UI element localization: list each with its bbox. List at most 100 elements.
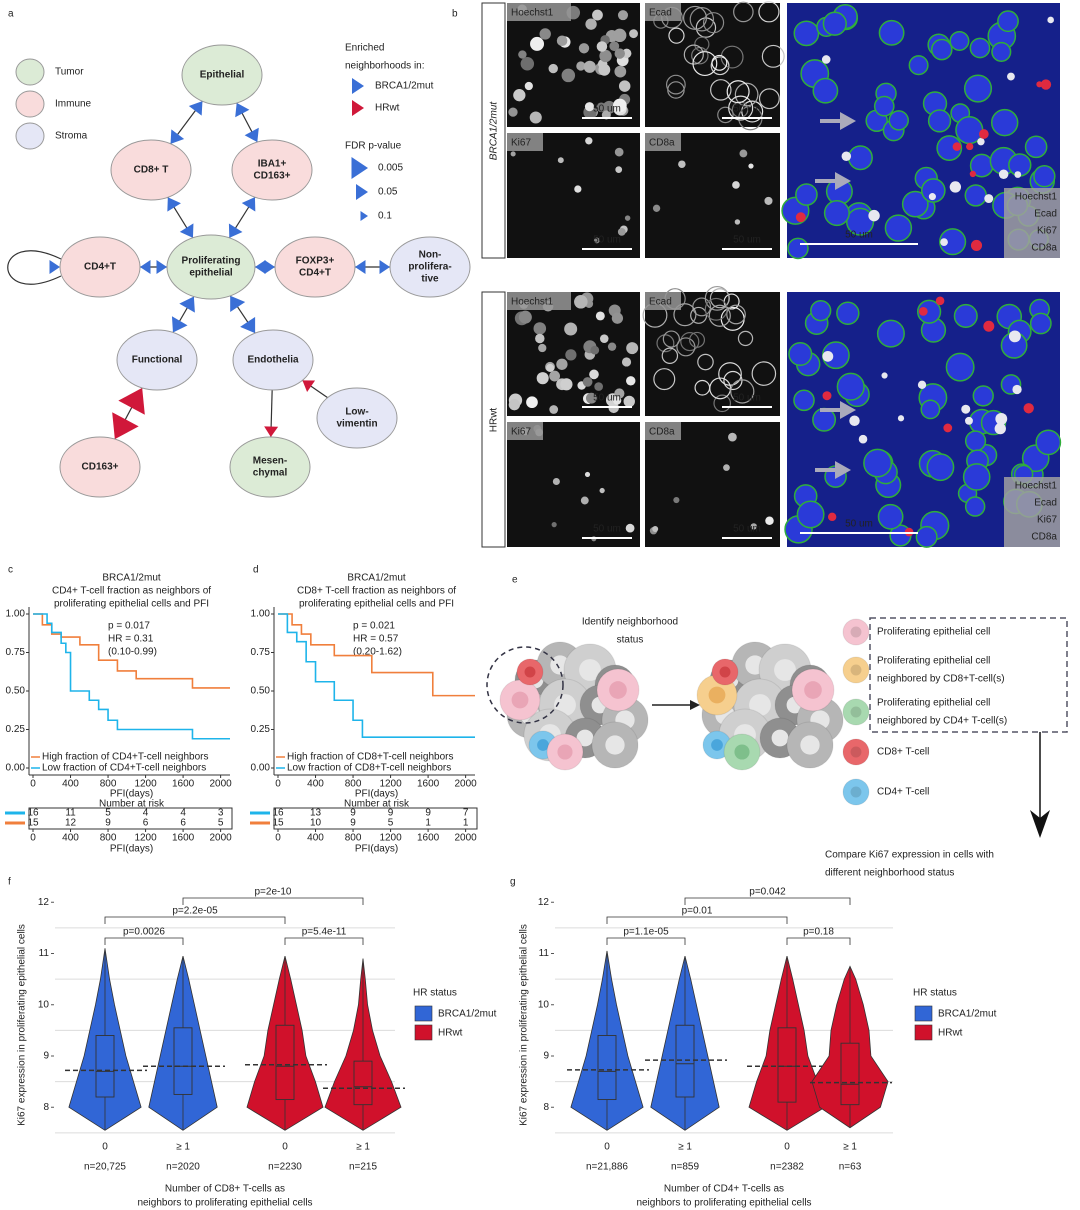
x-tick-label: 0 — [275, 779, 281, 790]
channel-label: CD8a — [1031, 532, 1057, 543]
texture — [969, 170, 976, 178]
texture — [662, 330, 680, 348]
x-tick-label: 400 — [307, 779, 324, 790]
x-axis-label: PFI(days) — [355, 844, 398, 855]
nucleus — [734, 744, 750, 760]
texture — [1035, 429, 1062, 456]
chart-title: CD8+ T-cell fraction as neighbors of — [297, 586, 456, 597]
arrow-head — [171, 316, 188, 333]
label-box — [645, 292, 681, 310]
texture — [720, 45, 744, 69]
texture — [614, 147, 624, 157]
texture — [536, 372, 549, 385]
risk-table — [28, 807, 233, 830]
node-label: FOXP3+ — [296, 256, 335, 267]
survival-curve — [278, 613, 475, 697]
y-tick-label: 8 — [543, 1102, 549, 1113]
texture — [557, 157, 564, 164]
survival-curve — [278, 613, 475, 738]
panel-letter: f — [8, 877, 11, 888]
texture — [609, 41, 620, 52]
legend-title: Enriched — [345, 43, 384, 54]
texture — [682, 5, 708, 30]
node-label: Proliferating — [182, 256, 241, 267]
panel-title: status — [617, 635, 644, 646]
texture — [730, 379, 755, 404]
texture — [584, 471, 591, 478]
y-tick-label: 0.50 — [251, 686, 271, 697]
y-axis-label: Ki67 expression in proliferating epithel… — [519, 924, 530, 1126]
texture — [733, 1, 754, 23]
legend-label: HRwt — [938, 1028, 963, 1039]
p-value: p=2.2e-05 — [172, 906, 218, 917]
arrow-head — [49, 260, 60, 274]
arrow — [690, 700, 700, 710]
texture — [614, 388, 625, 399]
texture — [1007, 72, 1015, 81]
legend-label: High fraction of CD8+T-cell neighbors — [287, 752, 453, 763]
nucleus — [850, 706, 862, 718]
label-box — [645, 133, 681, 151]
channel-label: Ecad — [1034, 498, 1057, 509]
x-tick-label: ≥ 1 — [356, 1142, 370, 1153]
box — [275, 1024, 295, 1101]
x-tick-label: 400 — [62, 833, 79, 844]
texture — [788, 341, 813, 367]
texture — [549, 405, 559, 414]
annotation: p = 0.017 — [108, 621, 150, 632]
texture — [680, 332, 700, 352]
texture — [765, 516, 774, 525]
legend-label: 0.05 — [378, 187, 398, 198]
y-tick-label: 0.75 — [6, 647, 26, 658]
y-tick-label: 0.25 — [6, 724, 26, 735]
texture — [734, 219, 741, 225]
n-label: n=63 — [839, 1162, 862, 1173]
node — [181, 44, 263, 106]
channel-label: Ecad — [649, 297, 672, 308]
texture — [513, 89, 526, 102]
texture — [524, 81, 533, 91]
texture — [928, 193, 936, 201]
arrow-head — [188, 101, 203, 116]
risk-number: 9 — [350, 808, 356, 819]
risk-number: 11 — [65, 808, 76, 819]
risk-number: 9 — [105, 818, 111, 829]
y-tick-label: 0.75 — [251, 647, 271, 658]
chart-title: CD4+ T-cell fraction as neighbors of — [52, 586, 211, 597]
nucleus — [576, 729, 594, 747]
texture — [927, 109, 952, 133]
texture — [949, 181, 962, 193]
node — [274, 236, 356, 298]
texture — [704, 297, 728, 321]
texture — [590, 345, 600, 355]
texture — [1023, 403, 1034, 414]
p-value: p=0.042 — [749, 887, 786, 898]
texture — [764, 196, 773, 205]
texture — [728, 432, 737, 442]
risk-number: 5 — [105, 808, 111, 819]
legend-label: 0.1 — [378, 211, 392, 222]
box — [353, 1060, 373, 1106]
texture — [1029, 312, 1052, 335]
y-tick-label: 1.00 — [251, 609, 271, 620]
n-label: n=20,725 — [84, 1162, 126, 1173]
arrow-head — [167, 197, 181, 212]
texture — [1024, 135, 1048, 159]
texture — [713, 394, 732, 413]
x-tick-label: 1200 — [379, 779, 402, 790]
texture — [673, 303, 697, 327]
node-label: Endothelia — [247, 355, 299, 366]
risk-number: 5 — [218, 818, 224, 829]
texture — [529, 111, 542, 124]
legend-label: High fraction of CD4+T-cell neighbors — [42, 752, 208, 763]
x-tick-label: 0 — [604, 1142, 610, 1153]
label-box — [645, 422, 681, 440]
arrow — [835, 461, 851, 479]
x-tick-label: 400 — [62, 779, 79, 790]
node-label: epithelial — [189, 268, 233, 279]
texture — [549, 370, 561, 382]
arrow — [1030, 810, 1050, 838]
arrow — [840, 401, 856, 419]
channel-label: Ecad — [1034, 209, 1057, 220]
